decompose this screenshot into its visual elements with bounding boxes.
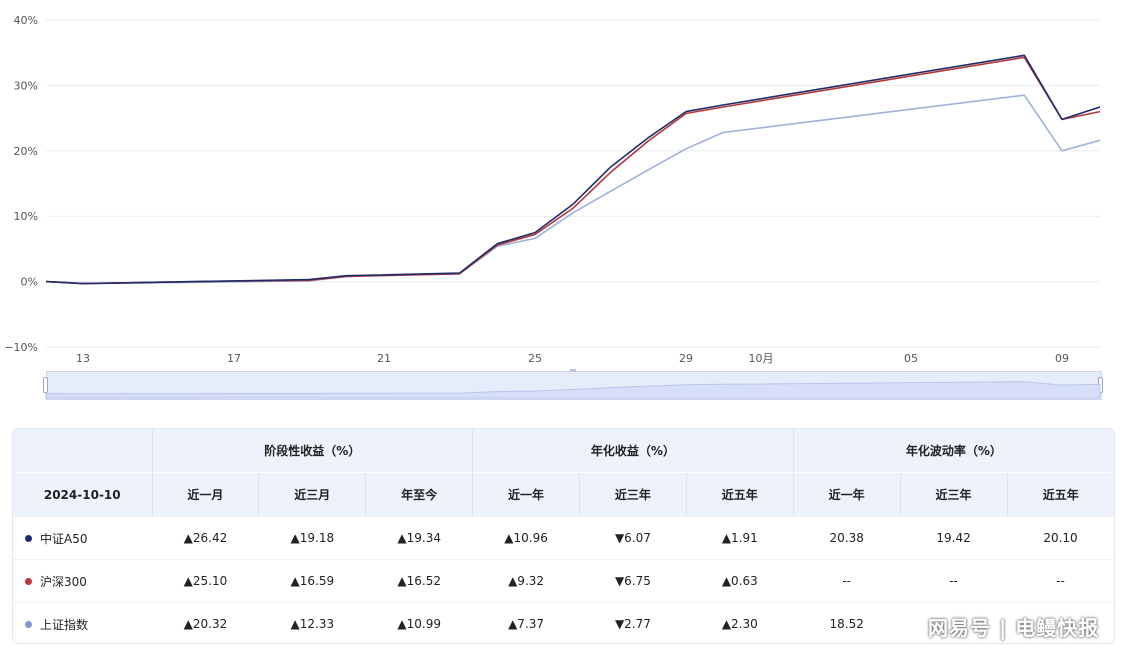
group-header-annual-volatility: 年化波动率（%） [792, 429, 1114, 473]
table-cell: 18.52 [793, 602, 901, 643]
x-tick-label: 17 [227, 352, 241, 365]
column-header-row: 2024-10-10 近一月 近三月 年至今 近一年 近三年 近五年 近一年 近… [13, 472, 1114, 517]
x-tick-label: 05 [904, 352, 918, 365]
y-tick-label: 30% [14, 79, 38, 92]
col-header: 近五年 [685, 472, 794, 517]
table-cell [1007, 602, 1114, 643]
table-row: 上证指数 ▲20.32 ▲12.33 ▲10.99 ▲7.37 ▼2.77 ▲2.30 18.… [13, 602, 1114, 643]
table-cell: ▲10.96 [472, 516, 580, 560]
col-header: 近一年 [792, 472, 901, 517]
legend-dot-icon [25, 577, 32, 585]
table-cell: -- [793, 559, 901, 603]
series-line [45, 56, 1101, 285]
x-tick-label: 10月 [749, 352, 774, 365]
table-cell: ▲7.37 [472, 602, 580, 643]
col-header: 近一月 [151, 472, 259, 517]
y-axis: 40% 30% 20% 10% 0% −10% [4, 14, 38, 354]
y-tick-label: −10% [4, 341, 38, 354]
table-cell: ▲9.32 [472, 559, 580, 603]
table-cell: -- [900, 559, 1007, 603]
table-cell: 20.10 [1007, 516, 1114, 560]
index-name-cell: 上证指数 [13, 602, 152, 643]
index-name: 中证A50 [40, 531, 88, 546]
index-name-cell: 沪深300 [13, 559, 152, 603]
table-cell: ▲16.59 [258, 559, 366, 603]
table-cell: ▲12.33 [258, 602, 366, 643]
x-tick-label: 25 [528, 352, 542, 365]
table-cell: ▲1.91 [686, 516, 794, 560]
col-header: 近一年 [472, 472, 580, 517]
table-cell: ▲19.18 [258, 516, 366, 560]
col-header: 近三月 [258, 472, 366, 517]
table-cell: 20.38 [793, 516, 901, 560]
table-cell: -- [1007, 559, 1114, 603]
index-name-cell: 中证A50 [13, 516, 152, 560]
table-cell: ▲20.32 [152, 602, 259, 643]
range-slider[interactable] [46, 371, 1102, 400]
col-header: 近三年 [579, 472, 687, 517]
table-cell: 19.42 [900, 516, 1007, 560]
table-cell: ▲16.52 [365, 559, 473, 603]
index-name: 沪深300 [40, 574, 87, 589]
slider-right-handle[interactable] [1098, 377, 1103, 393]
table-cell: ▲10.99 [365, 602, 473, 643]
legend-dot-icon [25, 534, 32, 542]
table-cell: ▲2.30 [686, 602, 794, 643]
performance-table: 阶段性收益（%） 年化收益（%） 年化波动率（%） 2024-10-10 近一月… [12, 428, 1115, 644]
blank-header-cell [13, 429, 152, 473]
series-layer [45, 54, 1101, 285]
table-cell [900, 602, 1007, 643]
y-tick-label: 0% [21, 276, 38, 289]
x-tick-label: 29 [679, 352, 693, 365]
index-name: 上证指数 [40, 617, 89, 632]
x-tick-label: 21 [377, 352, 391, 365]
group-header-row: 阶段性收益（%） 年化收益（%） 年化波动率（%） [13, 429, 1114, 473]
series-line [45, 54, 1101, 285]
group-header-stage-return: 阶段性收益（%） [151, 429, 473, 473]
table-row: 中证A50 ▲26.42 ▲19.18 ▲19.34 ▲10.96 ▼6.07 ▲1.91 2… [13, 516, 1114, 560]
slider-left-handle[interactable] [43, 377, 48, 393]
date-header: 2024-10-10 [13, 472, 152, 517]
table-cell: ▼2.77 [579, 602, 687, 643]
watermark: 网易号 | 电鳗快报 [928, 616, 1100, 640]
legend-dot-icon [25, 620, 32, 628]
y-tick-label: 40% [14, 14, 38, 27]
x-axis: 13 17 21 25 29 10月 05 09 [76, 352, 1069, 365]
table-cell: ▲26.42 [152, 516, 259, 560]
y-tick-label: 20% [14, 145, 38, 158]
table-cell: ▲25.10 [152, 559, 259, 603]
table-cell: ▲0.63 [686, 559, 794, 603]
table-cell: ▲19.34 [365, 516, 473, 560]
x-tick-label: 09 [1055, 352, 1069, 365]
table-cell: ▼6.07 [579, 516, 687, 560]
line-chart: 40% 30% 20% 10% 0% −10% 13 17 21 25 29 10月 05 09 [4, 14, 1101, 365]
series-line [45, 94, 1101, 285]
y-tick-label: 10% [14, 210, 38, 223]
slider-grip[interactable] [570, 369, 576, 372]
col-header: 近五年 [1006, 472, 1114, 517]
table-cell: ▼6.75 [579, 559, 687, 603]
col-header: 年至今 [365, 472, 473, 517]
x-tick-label: 13 [76, 352, 90, 365]
col-header: 近三年 [899, 472, 1007, 517]
table-row: 沪深300 ▲25.10 ▲16.59 ▲16.52 ▲9.32 ▼6.75 ▲0.63 --… [13, 559, 1114, 603]
group-header-annual-return: 年化收益（%） [472, 429, 794, 473]
